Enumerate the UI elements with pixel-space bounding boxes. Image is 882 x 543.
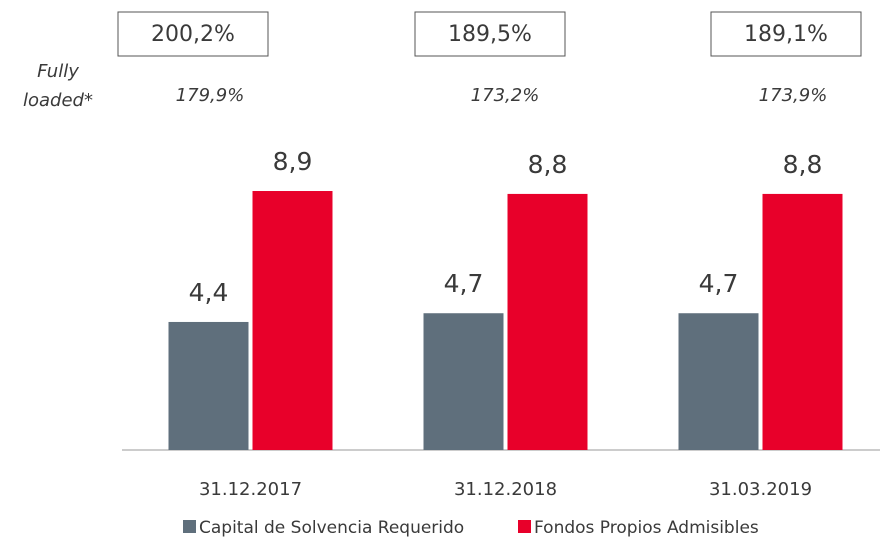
ratio-box	[414, 11, 566, 57]
bar	[762, 193, 843, 451]
fully-loaded-label: 173,9%	[759, 85, 828, 106]
ratio-box	[710, 11, 862, 57]
fully-loaded-title: loaded*	[23, 90, 93, 111]
legend-label: Fondos Propios Admisibles	[534, 518, 759, 538]
bar	[678, 313, 759, 450]
x-tick-label: 31.12.2017	[199, 479, 302, 500]
ratio-box	[117, 11, 269, 57]
value-label: 4,4	[189, 278, 229, 307]
ratio-label: 200,2%	[151, 22, 235, 47]
value-label: 4,7	[699, 269, 739, 298]
x-tick-label: 31.12.2018	[454, 479, 557, 500]
bar	[252, 191, 333, 450]
value-label: 8,9	[273, 147, 313, 176]
ratio-label: 189,5%	[448, 22, 532, 47]
bar	[168, 321, 249, 450]
fully-loaded-title: Fully	[37, 61, 79, 82]
ratio-label: 189,1%	[744, 22, 828, 47]
bar	[507, 193, 588, 451]
x-tick-label: 31.03.2019	[709, 479, 812, 500]
value-label: 4,7	[444, 269, 484, 298]
fully-loaded-label: 179,9%	[176, 85, 245, 106]
bar	[423, 313, 504, 450]
fully-loaded-label: 173,2%	[471, 85, 540, 106]
value-label: 8,8	[783, 150, 823, 179]
legend-swatch	[183, 520, 196, 533]
legend-label: Capital de Solvencia Requerido	[199, 518, 464, 538]
legend-swatch	[518, 520, 531, 533]
value-label: 8,8	[528, 150, 568, 179]
